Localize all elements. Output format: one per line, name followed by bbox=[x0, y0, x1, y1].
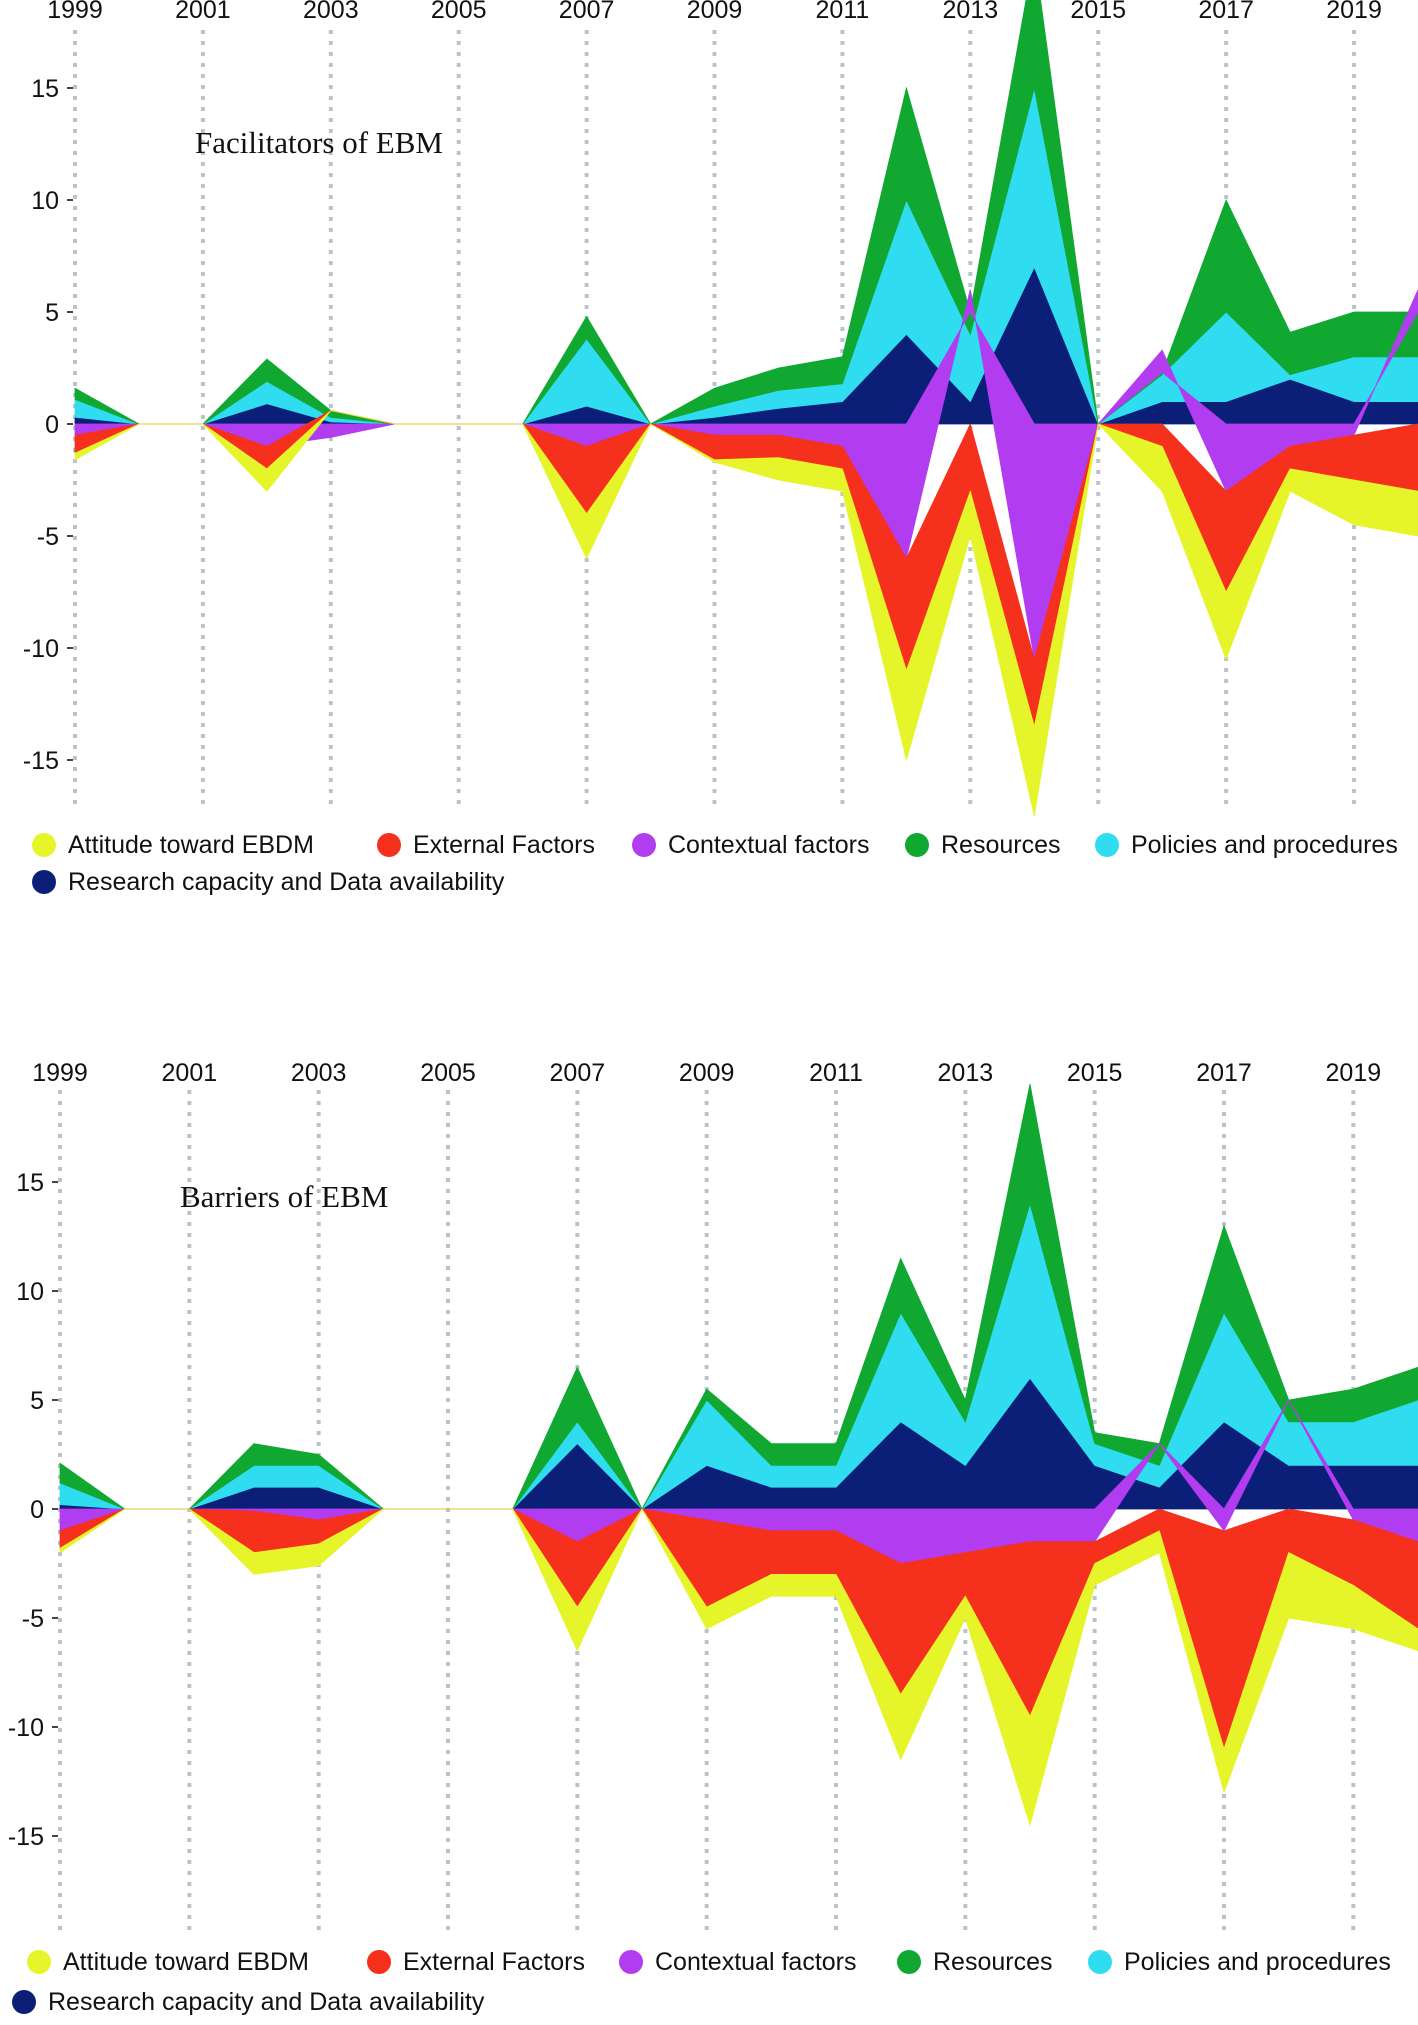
y-tick-label: -15 bbox=[23, 747, 59, 775]
x-tick-label: 2017 bbox=[1196, 1059, 1252, 1087]
x-tick-label: 1999 bbox=[32, 1059, 88, 1087]
x-tick-label: 2009 bbox=[679, 1059, 735, 1087]
legend-swatch-resources bbox=[897, 1950, 921, 1974]
legend-swatch-attitude-toward-ebdm bbox=[27, 1950, 51, 1974]
y-tick-label: -10 bbox=[8, 1714, 44, 1742]
x-tick-label: 2003 bbox=[291, 1059, 347, 1087]
y-tick-label: 0 bbox=[45, 411, 59, 439]
area-external-factors bbox=[59, 1508, 1418, 1751]
y-tick-label: 15 bbox=[16, 1169, 44, 1197]
legend-label-resources: Resources bbox=[941, 831, 1061, 859]
x-tick-label: 2011 bbox=[816, 0, 870, 24]
x-tick-label: 2015 bbox=[1067, 1059, 1123, 1087]
legend-label-policies-and-procedures: Policies and procedures bbox=[1124, 1948, 1391, 1976]
legend-label-external-factors: External Factors bbox=[413, 831, 595, 859]
x-tick-label: 2013 bbox=[938, 1059, 994, 1087]
x-tick-label: 2009 bbox=[687, 0, 743, 24]
legend-label-research-capacity-and-data-availability: Research capacity and Data availability bbox=[48, 1988, 485, 2016]
x-tick-label: 1999 bbox=[47, 0, 103, 24]
x-tick-label: 2015 bbox=[1070, 0, 1126, 24]
legend-swatch-policies-and-procedures bbox=[1088, 1950, 1112, 1974]
legend-swatch-contextual-factors bbox=[632, 833, 656, 857]
x-tick-label: 2013 bbox=[943, 0, 999, 24]
legend-label-attitude-toward-ebdm: Attitude toward EBDM bbox=[68, 831, 314, 859]
legend-label-contextual-factors: Contextual factors bbox=[668, 831, 870, 859]
legend-label-policies-and-procedures: Policies and procedures bbox=[1131, 831, 1398, 859]
x-tick-label: 2019 bbox=[1326, 1059, 1382, 1087]
legend-label-research-capacity-and-data-availability: Research capacity and Data availability bbox=[68, 868, 505, 896]
x-tick-label: 2001 bbox=[162, 1059, 218, 1087]
legend-swatch-contextual-factors bbox=[619, 1950, 643, 1974]
x-tick-label: 2001 bbox=[175, 0, 231, 24]
legend-swatch-policies-and-procedures bbox=[1095, 833, 1119, 857]
legend-label-contextual-factors: Contextual factors bbox=[655, 1948, 857, 1976]
legend-swatch-external-factors bbox=[377, 833, 401, 857]
legend-swatch-research-capacity-and-data-availability bbox=[32, 870, 56, 894]
y-tick-label: -5 bbox=[22, 1605, 44, 1633]
x-tick-label: 2007 bbox=[559, 0, 615, 24]
x-tick-label: 2017 bbox=[1198, 0, 1254, 24]
y-tick-label: 10 bbox=[16, 1278, 44, 1306]
chart-title: Facilitators of EBM bbox=[195, 125, 443, 160]
x-tick-label: 2003 bbox=[303, 0, 359, 24]
legend-label-external-factors: External Factors bbox=[403, 1948, 585, 1976]
area-attitude-toward-ebdm bbox=[74, 410, 1418, 817]
legend-swatch-external-factors bbox=[367, 1950, 391, 1974]
chart-0: 1999 2001 2003 2005 2007 2009 2011 2013 2015 2017… bbox=[23, 0, 1418, 896]
legend-swatch-research-capacity-and-data-availability bbox=[12, 1990, 36, 2014]
chart-title: Barriers of EBM bbox=[180, 1179, 388, 1214]
y-tick-label: -5 bbox=[37, 523, 59, 551]
y-tick-label: 5 bbox=[45, 299, 59, 327]
y-tick-label: -10 bbox=[23, 635, 59, 663]
y-tick-label: -15 bbox=[8, 1823, 44, 1851]
y-tick-label: 10 bbox=[31, 187, 59, 215]
legend-swatch-attitude-toward-ebdm bbox=[32, 833, 56, 857]
y-tick-label: 0 bbox=[30, 1496, 44, 1524]
y-tick-label: 5 bbox=[30, 1387, 44, 1415]
area-attitude-toward-ebdm bbox=[59, 1508, 1418, 1827]
legend-label-attitude-toward-ebdm: Attitude toward EBDM bbox=[63, 1948, 309, 1976]
x-tick-label: 2011 bbox=[809, 1059, 863, 1087]
x-tick-label: 2007 bbox=[550, 1059, 606, 1087]
legend-label-resources: Resources bbox=[933, 1948, 1053, 1976]
x-tick-label: 2019 bbox=[1326, 0, 1382, 24]
chart-1: 1999 2001 2003 2005 2007 2009 2011 2013 2015 2017… bbox=[8, 1059, 1418, 2016]
x-tick-label: 2005 bbox=[431, 0, 487, 24]
x-tick-label: 2005 bbox=[420, 1059, 476, 1087]
legend-swatch-resources bbox=[905, 833, 929, 857]
y-tick-label: 15 bbox=[31, 75, 59, 103]
